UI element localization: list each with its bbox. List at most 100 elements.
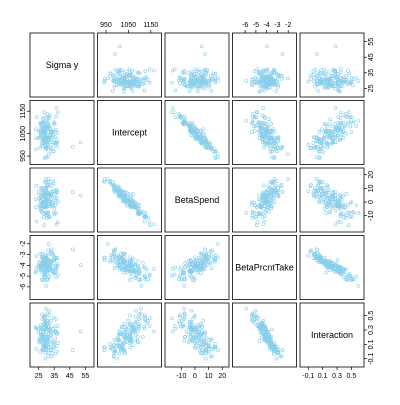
point-sigma-y-vs-betaprcnttake-100 bbox=[37, 260, 42, 264]
point-sigma-y-vs-betaspend-114 bbox=[41, 215, 46, 219]
point-intercept-vs-interaction-127 bbox=[117, 345, 122, 350]
point-sigma-y-vs-betaspend-140 bbox=[78, 193, 83, 198]
point-betaprcnttake-vs-betaspend-74 bbox=[265, 205, 270, 209]
point-intercept-vs-sigma-y-20 bbox=[112, 73, 116, 78]
point-betaprcnttake-vs-interaction-121 bbox=[250, 317, 254, 321]
point-intercept-vs-interaction-137 bbox=[122, 336, 127, 340]
point-intercept-vs-interaction-60 bbox=[147, 324, 152, 328]
point-betaprcnttake-vs-betaspend-136 bbox=[275, 189, 280, 193]
point-interaction-vs-sigma-y-91 bbox=[322, 83, 327, 87]
point-interaction-vs-intercept-123 bbox=[322, 140, 327, 144]
point-intercept-vs-interaction-24 bbox=[131, 343, 135, 347]
point-interaction-vs-sigma-y-18 bbox=[332, 73, 336, 78]
point-intercept-vs-betaspend-115 bbox=[124, 200, 129, 204]
point-interaction-vs-betaspend-129 bbox=[324, 204, 329, 209]
point-sigma-y-vs-intercept-72 bbox=[50, 130, 54, 134]
point-betaprcnttake-vs-intercept-137 bbox=[268, 135, 273, 140]
point-sigma-y-vs-betaprcnttake-113 bbox=[43, 268, 47, 272]
point-betaspend-vs-intercept-133 bbox=[189, 125, 194, 130]
point-interaction-vs-intercept-126 bbox=[318, 149, 322, 154]
point-intercept-vs-betaprcnttake-114 bbox=[142, 274, 147, 278]
point-intercept-vs-betaprcnttake-118 bbox=[134, 273, 139, 277]
point-interaction-vs-intercept-60 bbox=[339, 110, 343, 115]
point-interaction-vs-intercept-112 bbox=[314, 135, 319, 140]
point-interaction-vs-intercept-137 bbox=[327, 135, 331, 140]
point-sigma-y-vs-interaction-122 bbox=[51, 327, 55, 331]
tick-label-betaprcnttake-top-0: -6 bbox=[242, 22, 248, 29]
point-intercept-vs-sigma-y-96 bbox=[102, 77, 107, 81]
point-betaprcnttake-vs-sigma-y-137 bbox=[268, 77, 273, 82]
tick-label-betaspend-right-3: 20 bbox=[368, 171, 375, 179]
point-interaction-vs-betaspend-99 bbox=[313, 186, 317, 190]
point-betaprcnttake-vs-sigma-y-116 bbox=[273, 71, 277, 75]
point-betaspend-vs-intercept-92 bbox=[201, 131, 205, 136]
point-sigma-y-vs-betaprcnttake-107 bbox=[45, 269, 50, 273]
point-betaspend-vs-intercept-131 bbox=[193, 126, 197, 130]
point-betaspend-vs-interaction-137 bbox=[202, 336, 207, 340]
point-betaspend-vs-sigma-y-109 bbox=[200, 74, 204, 78]
point-interaction-vs-betaprcnttake-132 bbox=[336, 265, 341, 270]
point-sigma-y-vs-intercept-96 bbox=[46, 155, 50, 160]
point-intercept-vs-interaction-126 bbox=[108, 345, 113, 349]
point-betaprcnttake-vs-sigma-y-109 bbox=[276, 74, 281, 78]
point-sigma-y-vs-betaprcnttake-134 bbox=[37, 264, 41, 269]
point-interaction-vs-betaprcnttake-87 bbox=[346, 275, 350, 280]
tick-label-sigma-y-bottom-3: 55 bbox=[81, 373, 89, 380]
point-intercept-vs-betaspend-136 bbox=[112, 189, 117, 193]
point-betaprcnttake-vs-betaspend-29 bbox=[267, 210, 271, 214]
point-betaspend-vs-interaction-48 bbox=[195, 323, 199, 327]
point-sigma-y-vs-betaprcnttake-81 bbox=[45, 277, 49, 282]
point-interaction-vs-betaprcnttake-139 bbox=[337, 269, 342, 274]
point-betaprcnttake-vs-intercept-52 bbox=[250, 130, 254, 134]
point-interaction-vs-betaspend-52 bbox=[349, 200, 354, 205]
point-sigma-y-vs-betaspend-92 bbox=[49, 192, 53, 196]
point-betaspend-vs-sigma-y-20 bbox=[208, 73, 213, 78]
point-intercept-vs-betaprcnttake-76 bbox=[152, 267, 156, 271]
point-betaspend-vs-betaprcnttake-106 bbox=[186, 266, 190, 271]
point-betaprcnttake-vs-sigma-y-76 bbox=[261, 68, 265, 73]
point-intercept-vs-betaprcnttake-135 bbox=[120, 256, 124, 261]
point-interaction-vs-sigma-y-120 bbox=[335, 81, 340, 86]
point-sigma-y-vs-intercept-127 bbox=[44, 140, 49, 145]
point-interaction-vs-intercept-97 bbox=[325, 134, 329, 139]
point-sigma-y-vs-interaction-119 bbox=[42, 345, 47, 350]
point-betaprcnttake-vs-interaction-104 bbox=[262, 332, 267, 336]
point-intercept-vs-interaction-114 bbox=[142, 314, 147, 319]
point-intercept-vs-sigma-y-134 bbox=[129, 86, 133, 90]
point-intercept-vs-sigma-y-111 bbox=[127, 67, 132, 72]
point-betaprcnttake-vs-intercept-139 bbox=[258, 127, 263, 132]
point-interaction-vs-intercept-76 bbox=[333, 106, 338, 110]
point-betaprcnttake-vs-intercept-55 bbox=[258, 130, 262, 134]
point-betaprcnttake-vs-sigma-y-60 bbox=[255, 67, 260, 71]
point-betaprcnttake-vs-intercept-123 bbox=[269, 140, 274, 144]
point-sigma-y-vs-intercept-123 bbox=[51, 140, 55, 144]
point-sigma-y-vs-interaction-139 bbox=[34, 325, 38, 330]
point-betaspend-vs-interaction-46 bbox=[196, 334, 200, 339]
point-intercept-vs-betaspend-103 bbox=[136, 210, 140, 215]
point-betaspend-vs-sigma-y-64 bbox=[197, 70, 201, 74]
point-betaprcnttake-vs-interaction-118 bbox=[255, 319, 259, 324]
point-sigma-y-vs-intercept-134 bbox=[37, 129, 41, 133]
point-sigma-y-vs-betaspend-55 bbox=[53, 203, 57, 207]
point-interaction-vs-intercept-65 bbox=[351, 119, 356, 124]
point-interaction-vs-sigma-y-105 bbox=[356, 79, 361, 83]
point-sigma-y-vs-intercept-31 bbox=[52, 122, 57, 126]
point-interaction-vs-betaprcnttake-134 bbox=[326, 264, 330, 269]
point-sigma-y-vs-betaspend-103 bbox=[46, 210, 51, 215]
point-betaprcnttake-vs-sigma-y-121 bbox=[250, 82, 254, 87]
point-sigma-y-vs-betaspend-109 bbox=[49, 193, 53, 197]
point-interaction-vs-betaspend-42 bbox=[339, 194, 344, 198]
tick-label-sigma-y-bottom-1: 35 bbox=[50, 373, 58, 380]
point-betaprcnttake-vs-interaction-11 bbox=[256, 315, 261, 320]
panel-frame-r5-c2 bbox=[97, 302, 162, 368]
panel-frame-r4-c3 bbox=[164, 235, 230, 300]
point-betaprcnttake-vs-interaction-138 bbox=[264, 332, 269, 336]
point-intercept-vs-interaction-110 bbox=[128, 345, 132, 350]
point-betaspend-vs-betaprcnttake-110 bbox=[192, 255, 197, 260]
point-interaction-vs-betaspend-63 bbox=[341, 194, 345, 198]
point-betaspend-vs-sigma-y-140 bbox=[199, 44, 204, 49]
point-intercept-vs-interaction-53 bbox=[133, 333, 138, 337]
point-intercept-vs-betaprcnttake-29 bbox=[141, 261, 145, 265]
point-sigma-y-vs-betaprcnttake-45 bbox=[46, 248, 50, 253]
